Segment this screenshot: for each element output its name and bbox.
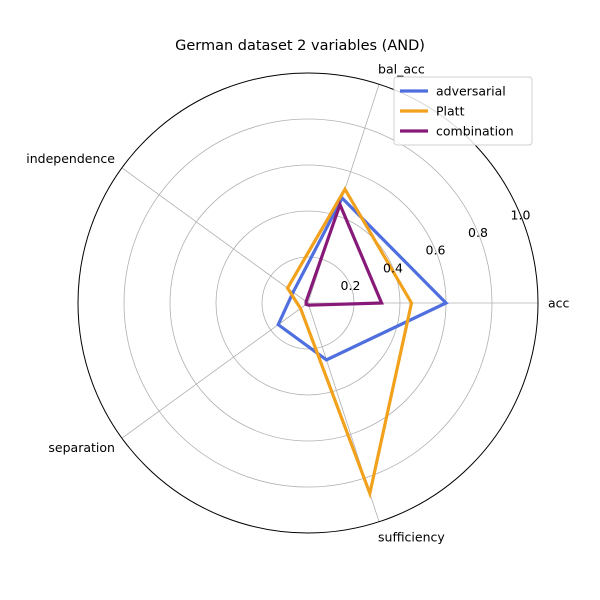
axis-label-independence: independence bbox=[26, 151, 115, 166]
radial-tick-label: 0.6 bbox=[426, 243, 446, 258]
series-line-platt bbox=[285, 186, 414, 499]
series-layer bbox=[276, 186, 449, 499]
series-line-combination bbox=[304, 200, 384, 307]
axis-label-separation: separation bbox=[48, 440, 115, 455]
axis-label-acc: acc bbox=[548, 296, 570, 311]
radial-tick-label: 0.4 bbox=[383, 260, 403, 275]
legend-box bbox=[393, 76, 533, 146]
legend: adversarial Platt combination bbox=[393, 76, 533, 146]
radial-tick-label: 0.2 bbox=[341, 278, 361, 293]
axis-label-bal-acc: bal_acc bbox=[378, 62, 425, 77]
outer-boundary bbox=[77, 72, 539, 534]
chart-title: German dataset 2 variables (AND) bbox=[175, 38, 425, 54]
radial-tick-label: 1.0 bbox=[511, 207, 531, 222]
series-line-adversarial bbox=[276, 195, 449, 362]
radial-tick-label: 0.8 bbox=[468, 225, 488, 240]
legend-label-combination: combination bbox=[436, 124, 514, 139]
axis-spoke bbox=[121, 167, 309, 304]
labels-layer: 0.2 0.4 0.6 0.8 1.0 acc bal_acc independence sep… bbox=[26, 62, 569, 545]
legend-label-adversarial: adversarial bbox=[436, 84, 506, 99]
legend-label-platt: Platt bbox=[436, 104, 465, 119]
axis-label-sufficiency: sufficiency bbox=[378, 529, 445, 544]
